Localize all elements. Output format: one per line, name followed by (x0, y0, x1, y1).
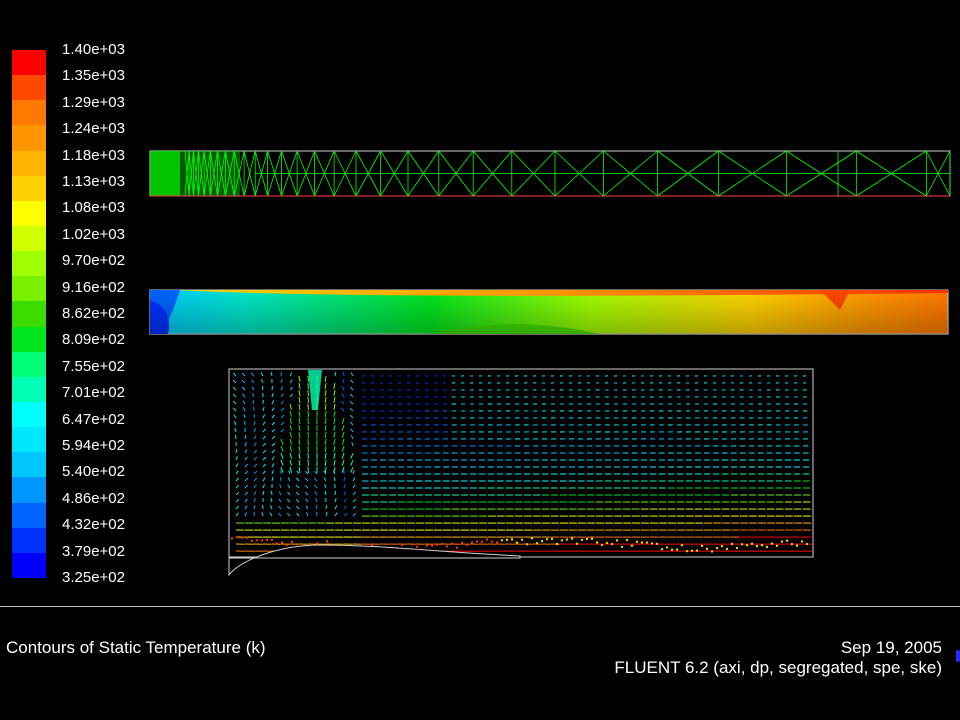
simulation-graphics (0, 0, 960, 600)
mesh-panel (150, 151, 950, 196)
velocity-vectors (231, 370, 812, 553)
footer-divider (0, 606, 960, 607)
window-edge-marker (956, 650, 960, 662)
plot-caption: Contours of Static Temperature (k) (6, 638, 266, 658)
solver-info: FLUENT 6.2 (axi, dp, segregated, spe, sk… (614, 658, 942, 678)
vector-panel (229, 369, 813, 575)
plot-date: Sep 19, 2005 (841, 638, 942, 658)
contour-panel (150, 290, 948, 334)
